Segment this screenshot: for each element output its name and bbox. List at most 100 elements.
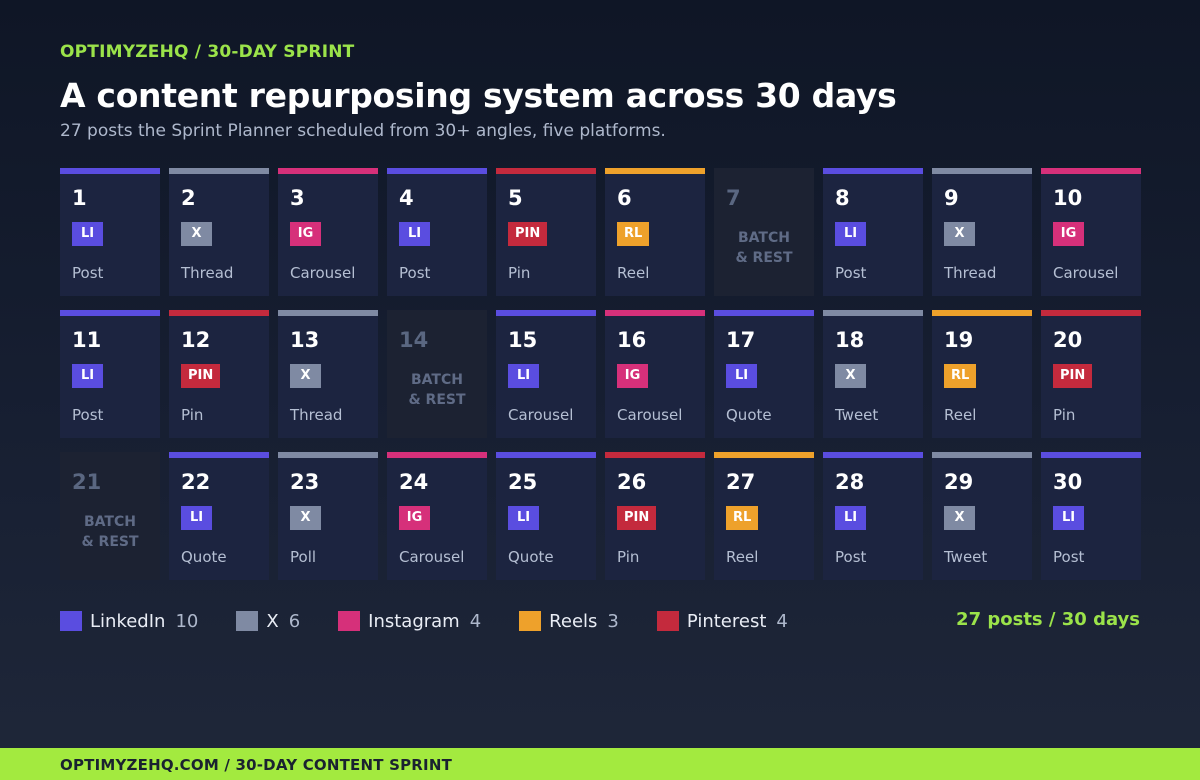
day-cell: 11 LI Post [60,310,160,438]
post-format: Pin [1053,406,1076,424]
page-subtitle: 27 posts the Sprint Planner scheduled fr… [60,121,666,141]
platform-badge: PIN [617,506,657,530]
day-cell: 26 PIN Pin [605,452,705,580]
platform-badge: X [944,222,975,246]
post-format: Thread [290,406,343,424]
legend-count: 4 [776,610,788,632]
platform-badge: PIN [508,222,548,246]
day-number: 22 [181,470,211,494]
footer-bar: OPTIMYZEHQ.COM / 30-DAY CONTENT SPRINT [0,748,1200,780]
legend-count: 3 [607,610,619,632]
day-cell: 27 RL Reel [714,452,814,580]
day-number: 21 [72,470,102,494]
post-format: Tweet [835,406,879,424]
platform-badge: RL [726,506,759,530]
post-format: Post [1053,548,1085,566]
post-format: Reel [944,406,977,424]
day-number: 7 [726,186,741,210]
day-number: 8 [835,186,850,210]
post-format: Pin [508,264,531,282]
rest-label: BATCH & REST [387,370,487,410]
rest-label-line: & REST [408,392,466,408]
day-number: 1 [72,186,87,210]
post-format: Quote [726,406,772,424]
day-number: 11 [72,328,102,352]
day-number: 16 [617,328,647,352]
day-number: 10 [1053,186,1083,210]
total-summary: 27 posts / 30 days [956,609,1140,630]
calendar-grid: 1 LI Post 2 X Thread 3 IG Carousel 4 LI Post 5 PIN Pin… [60,168,1141,580]
platform-badge: X [181,222,212,246]
legend-item: Instagram 4 [338,611,481,632]
rest-label-line: BATCH [411,372,463,388]
day-cell: 24 IG Carousel [387,452,487,580]
legend-item: LinkedIn 10 [60,611,198,632]
post-format: Thread [181,264,234,282]
rest-label-line: BATCH [84,514,136,530]
day-cell: 19 RL Reel [932,310,1032,438]
post-format: Pin [181,406,204,424]
day-number: 18 [835,328,865,352]
platform-badge: X [944,506,975,530]
post-format: Post [835,548,867,566]
day-cell: 15 LI Carousel [496,310,596,438]
day-number: 17 [726,328,756,352]
day-number: 28 [835,470,865,494]
day-number: 27 [726,470,756,494]
platform-legend: LinkedIn 10 X 6 Instagram 4 Reels 3 Pinterest 4 [60,610,826,632]
day-number: 23 [290,470,320,494]
day-number: 14 [399,328,429,352]
platform-badge: LI [181,506,212,530]
day-number: 15 [508,328,538,352]
day-cell: 28 LI Post [823,452,923,580]
platform-badge: LI [508,364,539,388]
day-number: 4 [399,186,414,210]
platform-badge: PIN [1053,364,1093,388]
day-cell: 20 PIN Pin [1041,310,1141,438]
platform-badge: PIN [181,364,221,388]
legend-swatch [656,611,679,631]
post-format: Reel [726,548,759,566]
legend-swatch [60,611,82,631]
day-cell: 12 PIN Pin [169,310,269,438]
post-format: Reel [617,264,650,282]
platform-badge: LI [72,364,103,388]
rest-day-cell: 21 BATCH & REST [60,452,160,580]
post-format: Thread [944,264,997,282]
platform-badge: IG [290,222,321,246]
rest-label-line: & REST [735,250,793,266]
platform-badge: IG [1053,222,1084,246]
day-cell: 10 IG Carousel [1041,168,1141,296]
platform-badge: LI [835,222,866,246]
platform-badge: LI [1053,506,1084,530]
legend-swatch [236,611,259,631]
day-number: 19 [944,328,974,352]
post-format: Carousel [290,264,356,282]
day-cell: 30 LI Post [1041,452,1141,580]
legend-item: Reels 3 [519,611,619,632]
platform-badge: LI [726,364,757,388]
post-format: Carousel [399,548,465,566]
day-number: 20 [1053,328,1083,352]
day-number: 25 [508,470,538,494]
platform-badge: LI [72,222,103,246]
platform-badge: LI [835,506,866,530]
day-number: 12 [181,328,211,352]
day-number: 6 [617,186,632,210]
rest-label-line: & REST [81,534,139,550]
day-number: 13 [290,328,320,352]
day-cell: 29 X Tweet [932,452,1032,580]
rest-label-line: BATCH [738,230,790,246]
day-cell: 8 LI Post [823,168,923,296]
legend-label: LinkedIn [90,610,166,632]
legend-swatch [519,611,542,631]
post-format: Quote [508,548,554,566]
day-number: 9 [944,186,959,210]
legend-count: 6 [288,610,301,632]
day-cell: 5 PIN Pin [496,168,596,296]
platform-badge: RL [617,222,650,246]
legend-swatch [338,611,361,631]
post-format: Carousel [1053,264,1119,282]
legend-count: 10 [175,610,199,632]
